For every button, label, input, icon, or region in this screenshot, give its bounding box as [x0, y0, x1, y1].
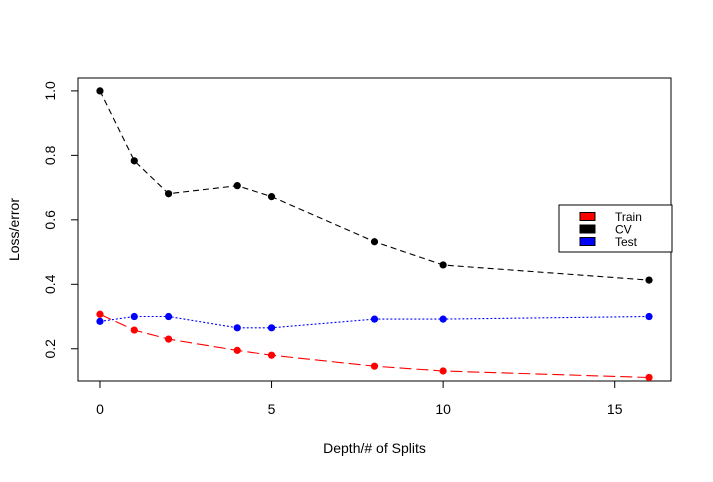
data-point-train: [96, 310, 104, 318]
x-tick-label: 0: [96, 401, 104, 417]
data-point-test: [233, 324, 241, 332]
data-point-test: [267, 324, 276, 332]
series-line-test: [99, 315, 650, 329]
data-point-test: [96, 317, 104, 325]
series-layer: [96, 87, 653, 382]
legend-swatch: [579, 212, 596, 221]
y-tick-label: 0.8: [42, 145, 58, 165]
y-tick-label: 1.0: [42, 81, 58, 101]
x-axis: 0 5 10 15: [96, 380, 623, 417]
legend-label: Train: [615, 210, 642, 224]
data-point-train: [439, 367, 447, 375]
data-point-train: [233, 346, 241, 354]
data-point-test: [439, 315, 447, 323]
y-tick-label: 0.2: [42, 339, 58, 359]
data-point-test: [370, 315, 379, 323]
data-point-test: [130, 312, 138, 321]
series-line-train: [99, 313, 650, 379]
x-tick-label: 10: [435, 401, 451, 417]
data-point-test: [645, 312, 653, 321]
data-point-cv: [233, 182, 241, 190]
data-point-cv: [439, 261, 447, 269]
data-point-cv: [267, 193, 276, 201]
y-axis-title: Loss/error: [6, 198, 22, 261]
x-tick-label: 15: [607, 401, 623, 417]
data-point-train: [267, 351, 276, 359]
data-point-train: [645, 373, 653, 382]
data-point-train: [370, 362, 379, 370]
data-point-cv: [370, 238, 379, 246]
y-axis: 0.2 0.4 0.6 0.8 1.0: [42, 81, 79, 359]
y-tick-label: 0.6: [42, 210, 58, 230]
data-point-cv: [164, 190, 173, 198]
series-line-cv: [99, 90, 650, 281]
x-tick-label: 5: [268, 401, 276, 417]
legend-label: Test: [615, 235, 638, 249]
legend-swatch: [579, 237, 596, 246]
data-point-cv: [96, 87, 104, 95]
data-point-cv: [645, 276, 653, 284]
data-point-train: [130, 326, 138, 334]
y-tick-label: 0.4: [42, 274, 58, 294]
data-point-cv: [130, 157, 138, 165]
x-axis-title: Depth/# of Splits: [323, 440, 426, 456]
legend-label: CV: [615, 223, 632, 237]
data-point-test: [164, 312, 173, 321]
legend-box: [558, 204, 673, 253]
legend-swatch: [579, 224, 596, 234]
data-point-train: [164, 335, 173, 343]
